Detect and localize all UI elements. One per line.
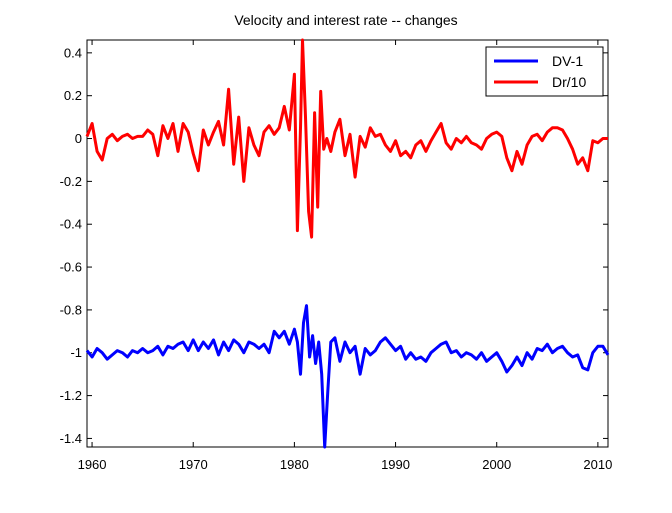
y-tick-label-neg1: -1: [70, 345, 82, 360]
legend-label-dr-10: Dr/10: [552, 74, 586, 90]
x-tick-label-1980: 1980: [280, 457, 309, 472]
axes-box: [86, 39, 609, 448]
y-tick-label-neg0p2: -0.2: [60, 174, 82, 189]
y-tick-label-neg0p4: -0.4: [60, 217, 82, 232]
y-tick-label-neg1p4: -1.4: [60, 431, 82, 446]
legend-box: [485, 46, 604, 97]
plot-area: -1.4-1.2-1-0.8-0.6-0.4-0.200.20.4 1960 19…: [60, 38, 612, 472]
series-line-dv-1: [85, 304, 610, 449]
series-lines: [85, 38, 610, 449]
chart-title: Velocity and interest rate -- changes: [234, 12, 457, 28]
x-tick-label-1990: 1990: [381, 457, 410, 472]
y-tick-label-neg0p8: -0.8: [60, 302, 82, 317]
series-line-dr-10: [85, 38, 608, 239]
y-tick-label-0: 0: [75, 131, 82, 146]
y-tick-label-0p4: 0.4: [64, 45, 82, 60]
y-axis: -1.4 -1.2 -1 -0.8 -0.6 -0.4 -0.2 0 0.2 0.4: [60, 45, 608, 446]
y-tick-label-0p2: 0.2: [64, 88, 82, 103]
x-axis: 1960 1970 1980 1990 2000 2010: [78, 40, 612, 472]
y-tick-label-neg1p2: -1.2: [60, 388, 82, 403]
legend-label-dv-1: DV-1: [552, 53, 583, 69]
legend: DV-1 Dr/10: [485, 46, 604, 97]
x-tick-label-2000: 2000: [482, 457, 511, 472]
x-tick-label-1960: 1960: [78, 457, 107, 472]
x-tick-label-1970: 1970: [179, 457, 208, 472]
y-tick-label-neg0p6: -0.6: [60, 260, 82, 275]
x-tick-label-2010: 2010: [583, 457, 612, 472]
